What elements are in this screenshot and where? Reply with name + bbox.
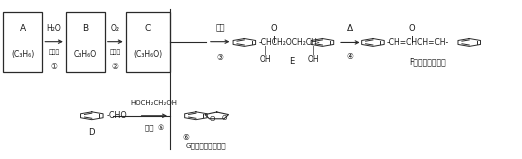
Text: 催化剂: 催化剂 (110, 50, 121, 55)
Text: O: O (210, 116, 215, 122)
Text: 催化剂: 催化剂 (49, 50, 60, 55)
Text: |: | (312, 46, 314, 55)
Text: E: E (290, 57, 295, 66)
Text: ⑥: ⑥ (182, 133, 189, 142)
Text: O: O (409, 24, 416, 33)
Text: A: A (20, 24, 26, 33)
Text: 稀酸  ⑤: 稀酸 ⑤ (145, 124, 164, 132)
Text: F（二苯叉丁酮）: F（二苯叉丁酮） (409, 57, 446, 66)
Text: ④: ④ (347, 52, 354, 61)
Text: O: O (221, 115, 227, 121)
Text: 稀成: 稀成 (216, 23, 225, 32)
Text: ②: ② (112, 62, 118, 71)
Text: H₂O: H₂O (46, 24, 62, 33)
Text: C: C (145, 24, 151, 33)
Bar (126, 12, 170, 72)
Text: O: O (271, 24, 277, 33)
Text: HOCH₂CH₂OH: HOCH₂CH₂OH (131, 100, 178, 106)
Text: OH: OH (307, 55, 319, 64)
Text: O₂: O₂ (111, 24, 120, 33)
Text: |: | (264, 46, 266, 55)
Text: -CH=CHCH=CH-: -CH=CHCH=CH- (387, 38, 449, 47)
Text: -CHO: -CHO (106, 111, 127, 120)
Text: OH: OH (259, 55, 271, 64)
Text: ①: ① (51, 62, 57, 71)
Text: ③: ③ (217, 53, 223, 62)
Bar (66, 12, 105, 72)
Text: -CHCH₂OCH₂CH-: -CHCH₂OCH₂CH- (258, 38, 320, 47)
Text: (C₃H₆O): (C₃H₆O) (133, 50, 162, 59)
Text: (C₃H₆): (C₃H₆) (11, 50, 34, 59)
Text: G（苯甲醉乙二醇）: G（苯甲醉乙二醇） (186, 143, 227, 149)
Text: Δ: Δ (347, 24, 353, 33)
Text: D: D (89, 128, 95, 137)
Text: C₃H₆O: C₃H₆O (74, 50, 97, 59)
Bar (3, 12, 42, 72)
Text: B: B (82, 24, 88, 33)
